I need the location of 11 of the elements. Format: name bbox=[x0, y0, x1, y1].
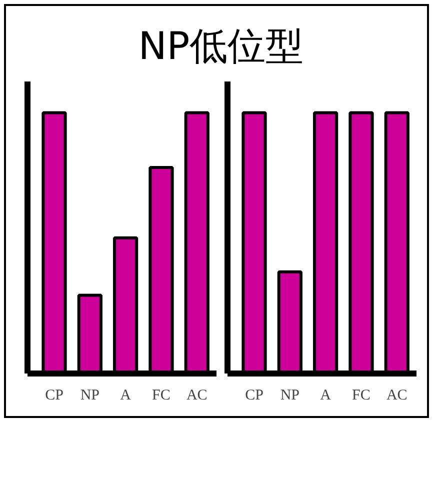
x-tick-label: CP bbox=[45, 388, 64, 404]
x-tick-label: NP bbox=[80, 388, 100, 404]
x-tick-label: NP bbox=[280, 388, 300, 404]
x-tick-label: AC bbox=[186, 388, 208, 404]
x-tick-label: CP bbox=[245, 388, 264, 404]
chart-title: NP低位型 bbox=[138, 23, 304, 70]
x-tick-label: A bbox=[320, 388, 332, 404]
x-tick-label: A bbox=[120, 388, 132, 404]
x-tick-label: FC bbox=[352, 388, 370, 404]
x-tick-label: FC bbox=[152, 388, 170, 404]
x-tick-label: AC bbox=[386, 388, 408, 404]
